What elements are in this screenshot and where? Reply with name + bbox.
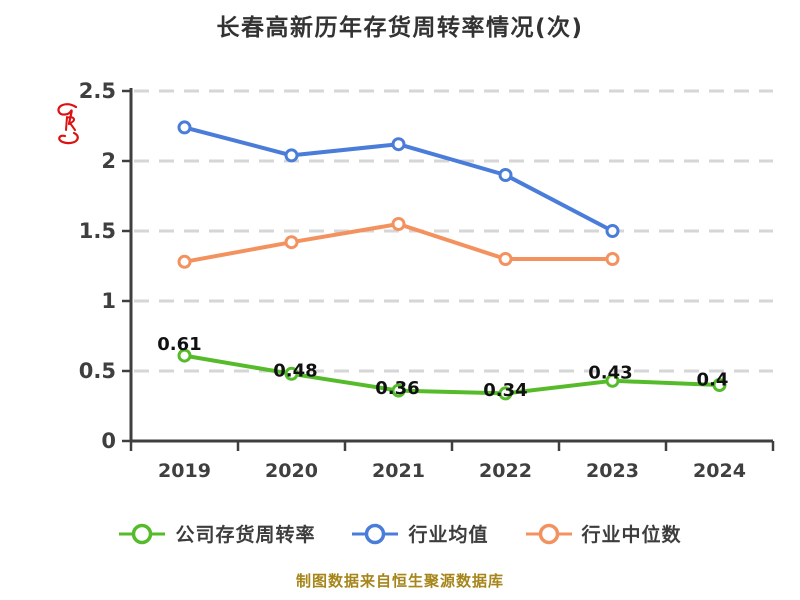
series-line — [182, 353, 722, 396]
x-tick-label: 2022 — [479, 460, 532, 482]
x-tick-label: 2023 — [586, 460, 639, 482]
legend-item: 行业中位数 — [525, 520, 682, 547]
legend-label: 公司存货周转率 — [175, 524, 316, 546]
y-tick-label: 2.5 — [79, 79, 116, 103]
point-value-label: 0.36 — [375, 378, 419, 399]
point-value-label: 0.48 — [273, 360, 317, 381]
legend-circle — [132, 523, 153, 544]
data-point-marker — [391, 137, 406, 152]
legend-label: 行业中位数 — [581, 524, 682, 546]
data-point-marker — [177, 120, 192, 135]
data-point-marker — [498, 168, 513, 182]
gridlines — [134, 89, 773, 373]
legend-marker-icon — [352, 523, 399, 544]
point-value-label: 0.4 — [697, 370, 729, 391]
legend-item: 公司存货周转率 — [118, 520, 315, 547]
data-point-marker — [605, 252, 620, 266]
data-point-marker — [284, 148, 299, 163]
data-source-note: 制图数据来自恒生聚源数据库 — [295, 572, 504, 590]
legend-circle — [538, 523, 559, 544]
data-point-marker — [605, 373, 620, 388]
data-point-marker — [177, 254, 192, 269]
y-tick-label: 1.5 — [79, 219, 116, 243]
x-tick-label: 2020 — [265, 460, 318, 482]
y-tick-label: 2 — [101, 149, 116, 173]
legend-label: 行业均值 — [408, 524, 489, 546]
legend-circle — [365, 523, 386, 544]
y-tick-label: 0.5 — [79, 359, 116, 383]
point-value-label: 0.43 — [588, 362, 632, 383]
x-tick-label: 2019 — [158, 460, 211, 482]
series-lines — [177, 120, 727, 401]
legend-item: 行业均值 — [351, 520, 488, 547]
red-watermark-icon — [57, 103, 79, 145]
chart-title: 长春高新历年存货周转率情况(次) — [216, 15, 584, 41]
x-tick-label: 2021 — [372, 460, 425, 482]
data-point-marker — [177, 348, 192, 363]
x-tick-label: 2024 — [693, 460, 746, 482]
point-value-label: 0.61 — [157, 334, 201, 355]
y-tick-label: 1 — [101, 289, 116, 313]
y-tick-label: 0 — [101, 429, 116, 453]
data-point-marker — [712, 378, 727, 392]
data-point-marker — [391, 383, 406, 398]
data-point-marker — [391, 217, 406, 231]
legend: 公司存货周转率 行业均值 行业中位数 — [0, 520, 800, 547]
data-point-marker — [498, 386, 513, 401]
axes: 0 0.5 1 1.5 2 2.5 2019 2020 2021 2022 2023 2024 — [79, 79, 775, 482]
point-labels: 0.61 0.48 0.36 0.34 0.43 0.4 — [157, 334, 728, 401]
data-point-marker — [284, 235, 299, 250]
legend-marker-icon — [119, 523, 166, 544]
data-point-marker — [498, 252, 513, 266]
point-value-label: 0.34 — [483, 380, 527, 401]
data-point-marker — [605, 224, 620, 238]
data-point-marker — [284, 366, 299, 381]
legend-marker-icon — [525, 523, 572, 544]
